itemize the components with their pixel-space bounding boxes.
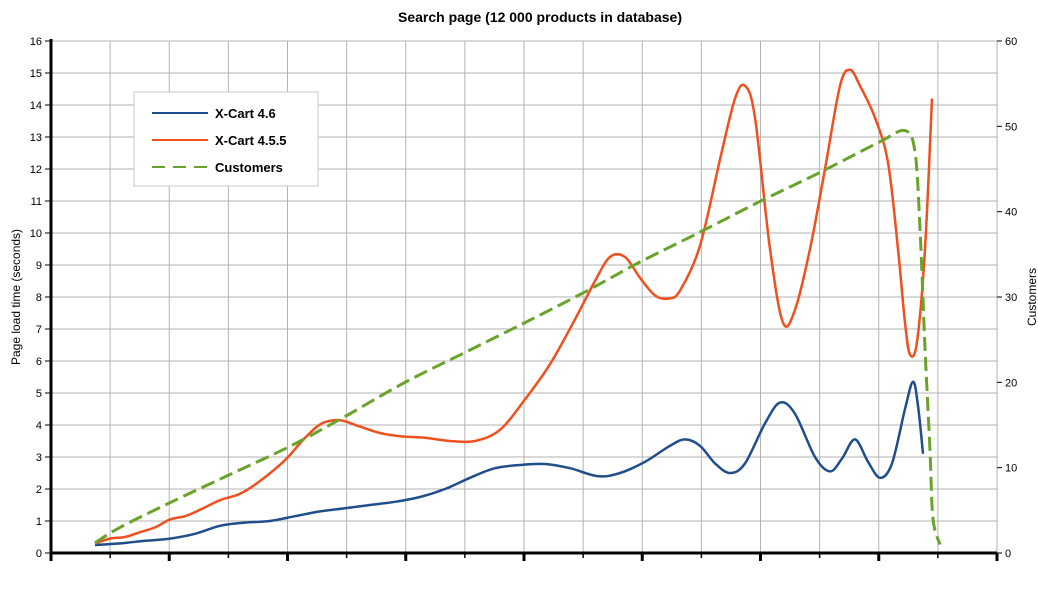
y-axis-label: Page load time (seconds) <box>9 229 23 365</box>
y-tick-label: 6 <box>36 356 42 368</box>
legend-label-xcart-46: X-Cart 4.6 <box>215 106 276 121</box>
y2-tick-label: 60 <box>1005 36 1017 48</box>
series-line-customers <box>94 128 942 545</box>
y-tick-label: 1 <box>36 516 42 528</box>
y-tick-label: 12 <box>30 164 42 176</box>
y-tick-label: 8 <box>36 292 42 304</box>
y2-tick-label: 20 <box>1005 377 1017 389</box>
series-lines <box>94 68 942 547</box>
series-line-x-cart-4-6 <box>94 380 925 547</box>
legend-label-customers: Customers <box>215 160 283 175</box>
legend-label-xcart-455: X-Cart 4.5.5 <box>215 133 287 148</box>
y-tick-label: 7 <box>36 324 42 336</box>
y-tick-label: 5 <box>36 388 42 400</box>
y2-tick-label: 40 <box>1005 207 1017 219</box>
chart-title: Search page (12 000 products in database… <box>398 9 682 25</box>
y-tick-label: 2 <box>36 484 42 496</box>
legend: X-Cart 4.6 X-Cart 4.5.5 Customers <box>133 91 319 187</box>
y-tick-label: 14 <box>30 100 42 112</box>
y-tick-label: 0 <box>36 548 42 560</box>
y-tick-label: 4 <box>36 420 42 432</box>
y-tick-label: 15 <box>30 68 42 80</box>
series-line-x-cart-4-5-5 <box>94 68 934 545</box>
y2-axis-label: Customers <box>1025 268 1038 326</box>
y-tick-label: 13 <box>30 132 42 144</box>
y2-tick-label: 0 <box>1005 548 1011 560</box>
y-tick-label: 11 <box>31 196 42 208</box>
y-tick-label: 9 <box>36 260 42 272</box>
y-tick-label: 16 <box>30 36 42 48</box>
y2-tick-label: 50 <box>1005 121 1017 133</box>
y-tick-label: 3 <box>36 452 42 464</box>
y-tick-label: 10 <box>30 228 42 240</box>
y2-tick-label: 30 <box>1005 292 1017 304</box>
y2-tick-label: 10 <box>1005 463 1017 475</box>
